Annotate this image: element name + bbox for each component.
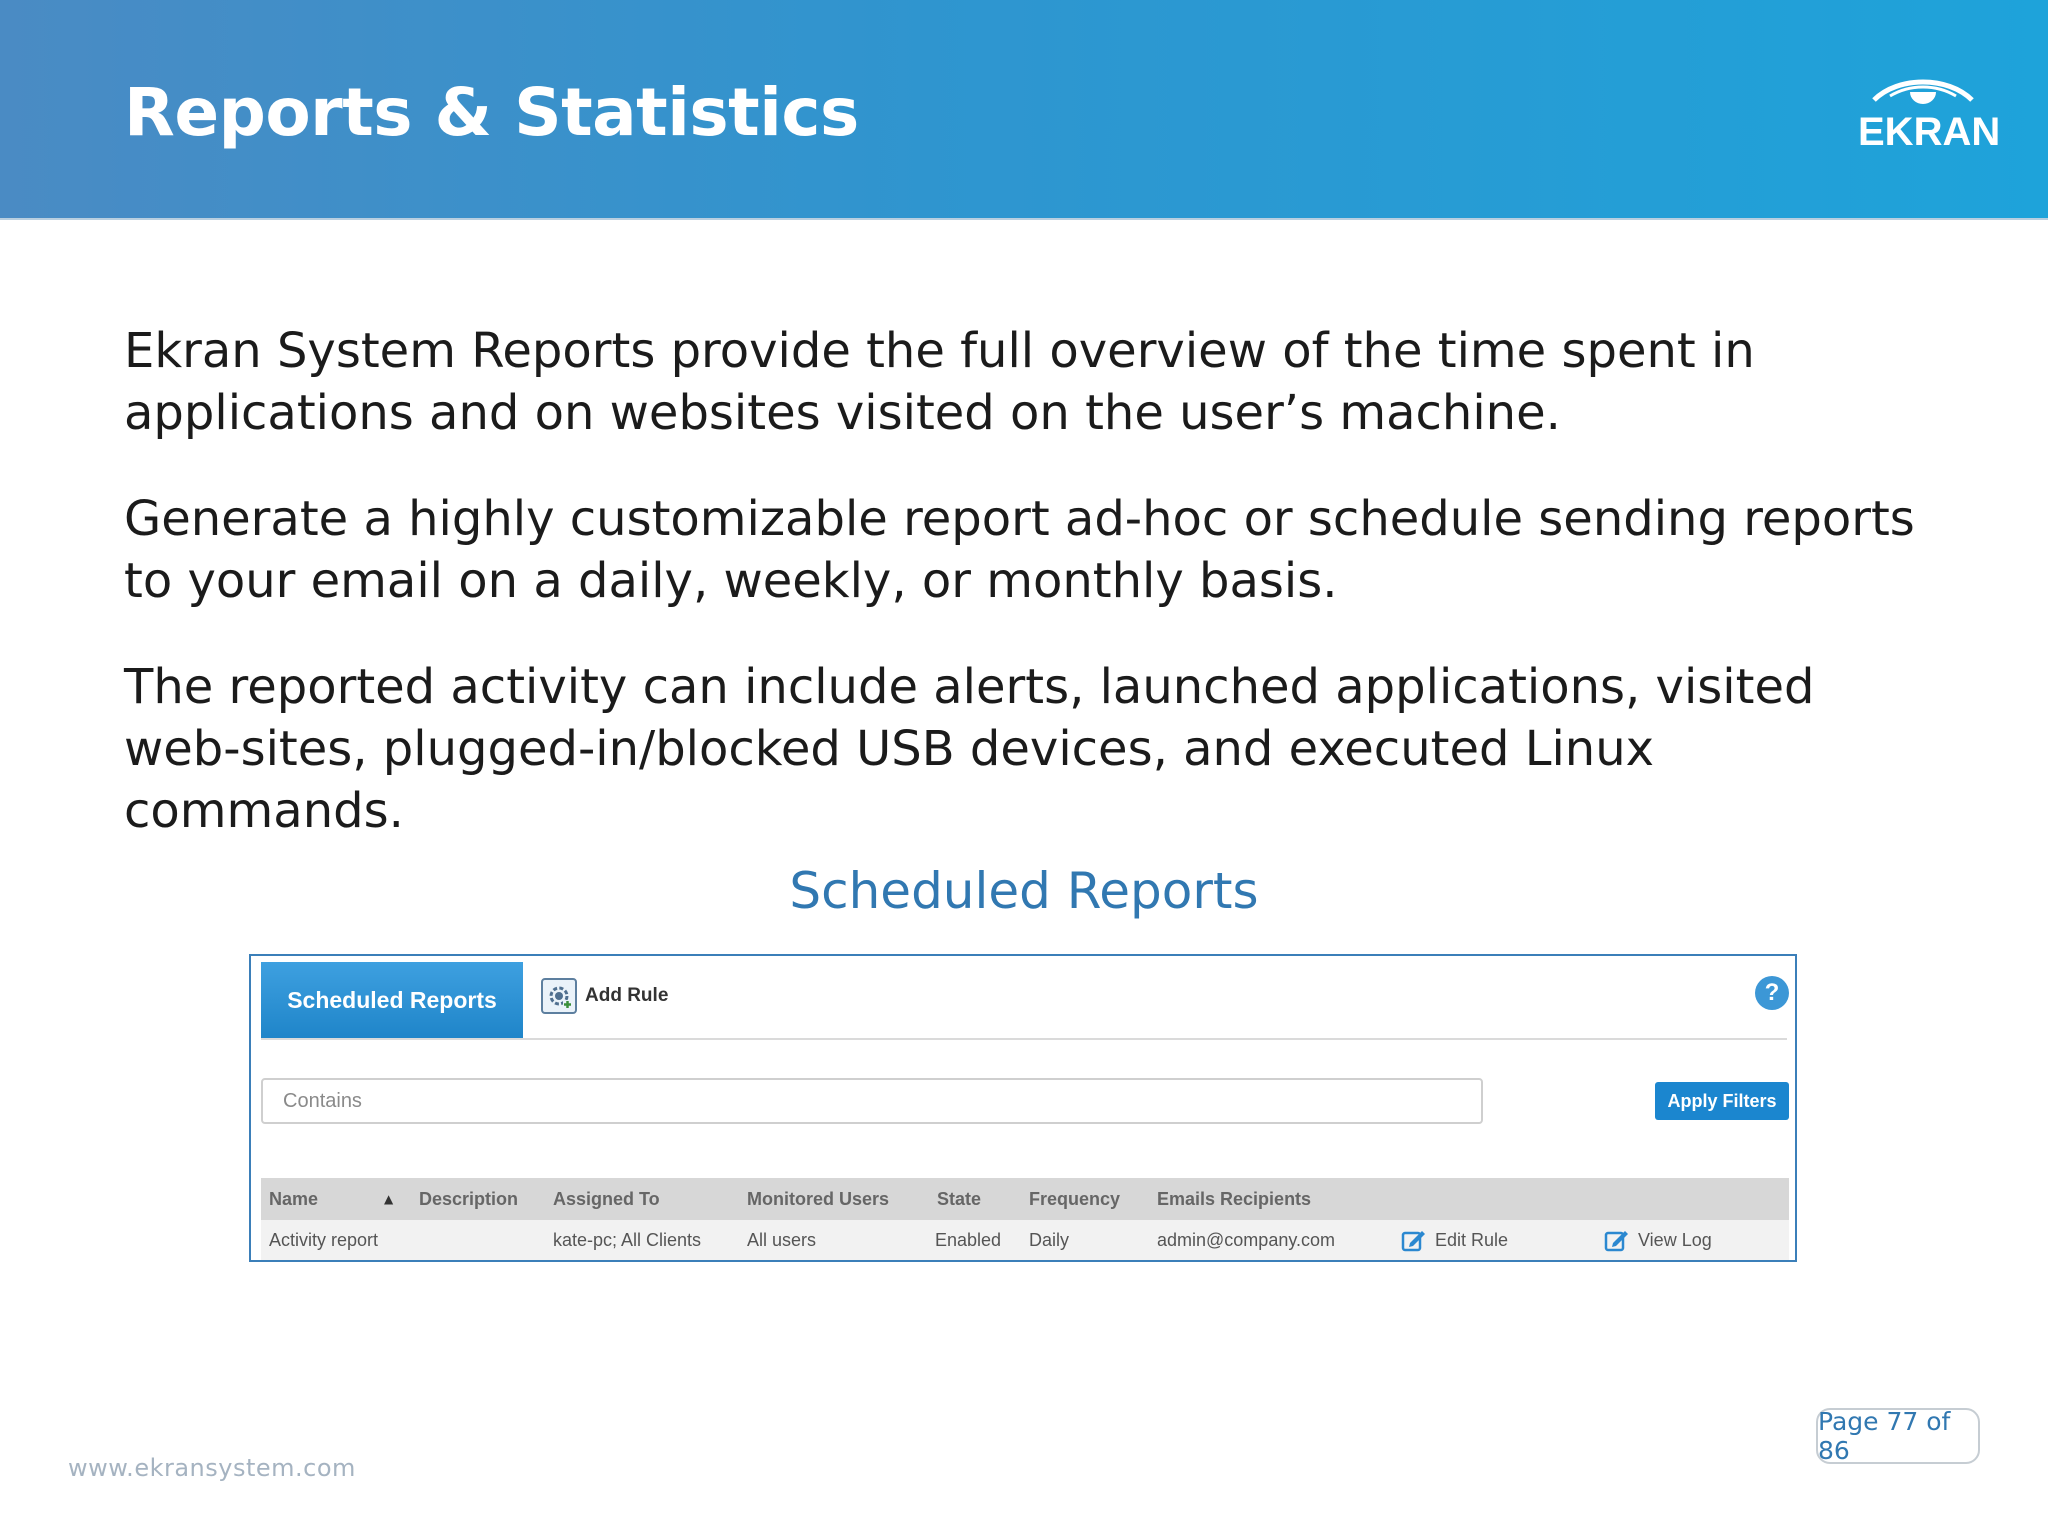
help-icon[interactable]: ? <box>1755 976 1789 1010</box>
table-row[interactable]: Activity report kate-pc; All Clients All… <box>261 1220 1789 1260</box>
page-number-badge: Page 77 of 86 <box>1816 1407 1980 1465</box>
tab-scheduled-reports[interactable]: Scheduled Reports <box>261 962 523 1038</box>
cell-name: Activity report <box>269 1229 379 1250</box>
header-bar: Reports & Statistics EKRAN <box>0 0 2048 220</box>
view-log-label: View Log <box>1638 1229 1712 1250</box>
paragraph: Generate a highly customizable report ad… <box>124 491 1915 609</box>
cell-monitored-users: All users <box>747 1229 817 1250</box>
gear-plus-icon <box>541 978 577 1014</box>
edit-icon <box>1604 1231 1628 1252</box>
ekran-logo: EKRAN <box>1858 70 2001 160</box>
page-title: Reports & Statistics <box>124 74 859 151</box>
column-header-description[interactable]: Description <box>419 1188 519 1209</box>
apply-filters-button[interactable]: Apply Filters <box>1655 1082 1789 1120</box>
footer-url: www.ekransystem.com <box>68 1454 356 1482</box>
scheduled-reports-panel: Scheduled Reports Add Rule ? Apply Filte… <box>249 954 1797 1262</box>
logo-wordmark: EKRAN <box>1858 110 2001 154</box>
column-header-frequency[interactable]: Frequency <box>1029 1188 1121 1209</box>
column-header-emails[interactable]: Emails Recipients <box>1157 1188 1312 1209</box>
tab-divider <box>261 1038 1787 1040</box>
body-text: Ekran System Reports provide the full ov… <box>124 320 1944 886</box>
edit-rule-label: Edit Rule <box>1435 1229 1509 1250</box>
eye-logo-icon <box>1872 79 1974 104</box>
column-header-monitored-users[interactable]: Monitored Users <box>747 1188 890 1209</box>
paragraph: Ekran System Reports provide the full ov… <box>124 323 1755 441</box>
add-rule-button[interactable]: Add Rule <box>541 976 668 1016</box>
cell-assigned-to: kate-pc; All Clients <box>553 1229 702 1250</box>
column-header-state[interactable]: State <box>937 1188 982 1209</box>
search-input[interactable] <box>261 1078 1483 1124</box>
sort-ascending-icon[interactable]: ▲ <box>384 1192 394 1206</box>
paragraph: The reported activity can include alerts… <box>124 659 1815 839</box>
cell-emails: admin@company.com <box>1157 1229 1336 1250</box>
edit-icon <box>1401 1231 1425 1252</box>
cell-frequency: Daily <box>1029 1229 1070 1250</box>
view-log-link[interactable]: View Log <box>1604 1220 1712 1260</box>
add-rule-label: Add Rule <box>585 985 669 1006</box>
table-header: Name ▲ Description Assigned To Monitored… <box>261 1178 1789 1220</box>
figure-title: Scheduled Reports <box>789 862 1259 920</box>
cell-state: Enabled <box>935 1229 1002 1250</box>
column-header-name[interactable]: Name <box>269 1188 319 1209</box>
column-header-assigned-to[interactable]: Assigned To <box>553 1188 660 1209</box>
edit-rule-link[interactable]: Edit Rule <box>1401 1220 1508 1260</box>
